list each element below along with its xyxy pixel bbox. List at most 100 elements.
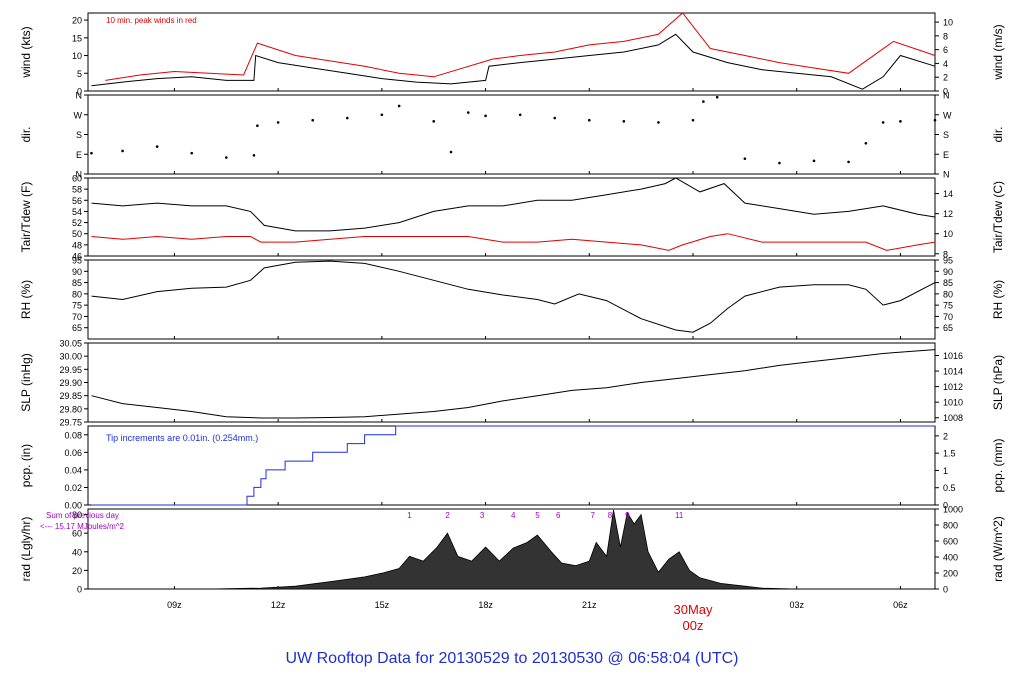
rad-ytick-label: 40 — [72, 547, 82, 557]
dir-point — [518, 113, 522, 117]
wind-series-wind-line — [91, 33, 936, 90]
wind-frame — [87, 12, 936, 92]
slp-ytick-right-label: 1016 — [943, 351, 963, 361]
wind-ytick-right-label: 0 — [943, 87, 948, 97]
slp-ytick-label: 29.75 — [59, 418, 82, 428]
rh-ytick-label: 80 — [72, 289, 82, 299]
rh-frame — [87, 259, 936, 340]
slp-ytick-label: 29.95 — [59, 365, 82, 375]
pcp-ytick-right-label: 1.5 — [943, 449, 956, 459]
wind-ytick-label: 0 — [77, 87, 82, 97]
temp-frame — [87, 177, 936, 257]
rad-ytick-right-label: 400 — [943, 553, 958, 563]
dir-point — [155, 145, 159, 148]
rad-hour-marker: 5 — [535, 511, 540, 520]
dir-point — [899, 120, 902, 123]
rh-ytick-label: 95 — [72, 256, 82, 266]
temp-ytick-right-label: 14 — [943, 189, 953, 199]
time-tick-label: 03z — [789, 600, 804, 610]
dir-point — [553, 116, 557, 120]
rh-ytick-right-label: 95 — [943, 256, 953, 266]
rh-ytick-right-label: 65 — [943, 323, 953, 333]
rh-ylabel-left: RH (%) — [19, 280, 33, 319]
wind-ylabel-left: wind (kts) — [19, 26, 33, 78]
day-marker-hour: 00z — [683, 618, 704, 633]
dir-point — [256, 124, 259, 128]
rad-ytick-right-label: 200 — [943, 569, 958, 579]
temp-ytick-label: 46 — [72, 252, 82, 262]
slp-ytick-label: 30.05 — [59, 339, 82, 349]
temp-ytick-label: 50 — [72, 229, 82, 239]
dir-point — [276, 121, 280, 124]
temp-ytick-label: 48 — [72, 240, 82, 250]
rad-ytick-right-label: 0 — [943, 585, 948, 595]
slp-ytick-label: 30.00 — [59, 352, 82, 362]
rad-hour-marker: 8 — [608, 511, 613, 520]
rad-hour-marker: 6 — [556, 511, 561, 520]
time-tick-label: 12z — [271, 600, 286, 610]
dir-ytick-label: S — [76, 130, 82, 140]
wind-series-peak-line — [105, 12, 936, 81]
rad-annotation-value: <--- 15.17 MJoules/m^2 — [40, 522, 125, 531]
temp-ytick-label: 60 — [72, 174, 82, 184]
dir-point — [743, 157, 747, 160]
slp-ytick-right-label: 1010 — [943, 398, 963, 408]
rh-ylabel-right: RH (%) — [991, 280, 1005, 319]
dir-point — [812, 159, 816, 163]
pcp-ytick-right-label: 2 — [943, 431, 948, 441]
rad-hour-marker: 2 — [445, 511, 450, 520]
rad-hour-marker: 9 — [625, 511, 630, 520]
dir-point — [345, 116, 349, 120]
rh-ytick-right-label: 80 — [943, 289, 953, 299]
rad-ytick-right-label: 600 — [943, 537, 958, 547]
rh-ytick-right-label: 70 — [943, 312, 953, 322]
wind-ytick-right-label: 8 — [943, 31, 948, 41]
rad-hour-marker: 4 — [511, 511, 516, 520]
rad-area — [91, 509, 935, 590]
time-tick-label: 06z — [893, 600, 908, 610]
dir-point — [587, 118, 591, 122]
dir-point — [657, 121, 660, 124]
rh-ytick-label: 65 — [72, 323, 82, 333]
time-tick-label: 09z — [167, 600, 182, 610]
temp-ylabel-left: Tair/Tdew (F) — [19, 182, 33, 253]
temp-ytick-right-label: 8 — [943, 249, 948, 259]
dir-point — [691, 118, 695, 122]
slp-frame — [87, 342, 936, 423]
temp-ytick-label: 56 — [72, 196, 82, 206]
rad-ytick-label: 0 — [77, 585, 82, 595]
wind-ytick-label: 20 — [72, 16, 82, 26]
dir-point — [397, 104, 401, 108]
pcp-ylabel-left: pcp. (in) — [19, 444, 33, 487]
pcp-ytick-label: 0.08 — [64, 430, 82, 440]
rad-ytick-label: 20 — [72, 566, 82, 576]
pcp-ytick-label: 0.02 — [64, 483, 82, 493]
rad-ytick-right-label: 1000 — [943, 505, 963, 515]
dir-point — [778, 161, 781, 165]
rad-annotation-sum: Sum of previous day — [46, 511, 119, 520]
wind-ytick-label: 5 — [77, 69, 82, 79]
slp-ytick-label: 29.85 — [59, 391, 82, 401]
wind-ytick-right-label: 6 — [943, 45, 948, 55]
dir-point — [864, 141, 868, 145]
wind-ytick-label: 15 — [72, 33, 82, 43]
pcp-ylabel-right: pcp. (mm) — [991, 438, 1005, 492]
temp-ytick-label: 54 — [72, 207, 82, 217]
slp-series-SLP-line — [91, 349, 936, 419]
rad-hour-marker: 11 — [675, 511, 684, 520]
dir-frame — [87, 94, 936, 175]
time-tick-label: 15z — [375, 600, 390, 610]
pcp-ytick-right-label: 0.5 — [943, 483, 956, 493]
dir-point — [881, 121, 885, 124]
dir-ylabel-left: dir. — [19, 126, 33, 142]
rad-ylabel-left: rad (Lgly/hr) — [19, 517, 33, 582]
dir-ytick-label: W — [74, 110, 83, 120]
rad-hour-marker: 3 — [480, 511, 485, 520]
pcp-series-precip-line — [91, 425, 935, 506]
pcp-ytick-right-label: 1 — [943, 466, 948, 476]
wind-ytick-label: 10 — [72, 51, 82, 61]
time-tick-label: 21z — [582, 600, 597, 610]
dir-ytick-right-label: N — [943, 170, 950, 180]
dir-point — [311, 118, 315, 122]
slp-ytick-label: 29.80 — [59, 404, 82, 414]
